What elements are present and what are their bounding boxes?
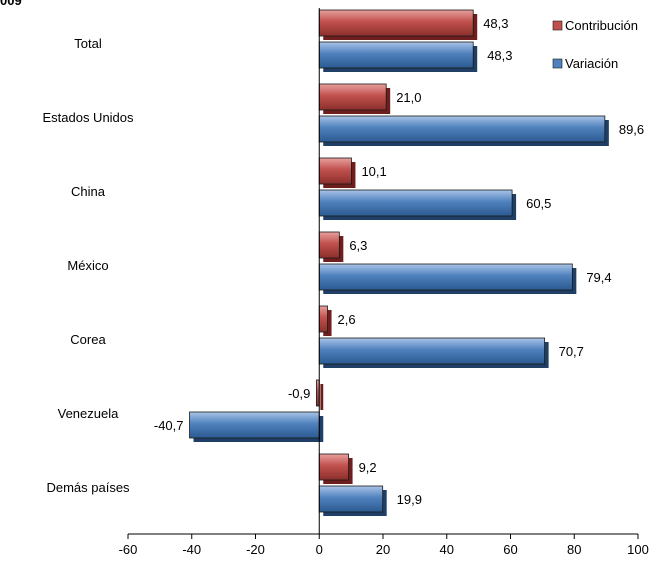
bar-variacion-estados-unidos — [318, 115, 606, 143]
bar-variacion-total — [318, 41, 474, 69]
x-tick-label: 0 — [316, 542, 323, 557]
legend-swatch-variacion — [552, 58, 563, 69]
bar-contribucion-venezuela-depth — [320, 384, 324, 410]
bar-contribucion-estados-unidos — [318, 83, 387, 111]
category-label-venezuela: Venezuela — [58, 406, 119, 421]
data-label-contribucion-corea: 2,6 — [338, 312, 356, 327]
category-label-china: China — [71, 184, 106, 199]
bar-contribucion-china — [318, 157, 352, 185]
bar-contribucion-demas-paises — [318, 453, 349, 481]
x-tick-label: 80 — [567, 542, 581, 557]
legend-label-variacion: Variación — [565, 56, 618, 71]
data-label-contribucion-china: 10,1 — [361, 164, 386, 179]
category-label-mexico: México — [67, 258, 108, 273]
bar-contribucion-total — [318, 9, 474, 37]
x-tick-label: -40 — [182, 542, 201, 557]
legend-label-contribucion: Contribución — [565, 18, 638, 33]
category-labels-layer: Total Estados Unidos China México Corea Venez… — [42, 36, 134, 495]
bar-variacion-china — [318, 189, 513, 217]
data-label-variacion-venezuela: -40,7 — [154, 418, 184, 433]
bars-layer — [189, 9, 609, 516]
data-label-variacion-mexico: 79,4 — [586, 270, 611, 285]
data-label-variacion-china: 60,5 — [526, 196, 551, 211]
title-fragment: 009 — [0, 0, 22, 8]
bar-variacion-mexico — [318, 263, 573, 291]
bar-variacion-demas-paises — [318, 485, 384, 513]
x-tick-label: -20 — [246, 542, 265, 557]
x-tick-label: 60 — [503, 542, 517, 557]
data-labels-layer: 48,3 48,3 21,0 89,6 10,1 60,5 6,3 79,4 2,6 70,7 -0… — [154, 16, 644, 507]
x-tick-label: 40 — [440, 542, 454, 557]
data-label-contribucion-total: 48,3 — [483, 16, 508, 31]
x-tick-label: 100 — [627, 542, 649, 557]
data-label-variacion-corea: 70,7 — [559, 344, 584, 359]
x-tick-label: 20 — [376, 542, 390, 557]
x-tick-label: -60 — [119, 542, 138, 557]
x-axis: -60 -40 -20 0 20 40 60 80 100 — [119, 8, 649, 557]
bar-contribucion-corea — [318, 305, 328, 333]
data-label-contribucion-estados-unidos: 21,0 — [396, 90, 421, 105]
bar-contribucion-mexico — [318, 231, 340, 259]
data-label-variacion-total: 48,3 — [487, 48, 512, 63]
data-label-contribucion-mexico: 6,3 — [349, 238, 367, 253]
category-label-demas-paises: Demás países — [46, 480, 130, 495]
data-label-contribucion-venezuela: -0,9 — [288, 386, 310, 401]
legend-swatch-contribucion — [552, 20, 563, 31]
category-label-total: Total — [74, 36, 102, 51]
bar-variacion-venezuela — [189, 411, 320, 439]
category-label-estados-unidos: Estados Unidos — [42, 110, 134, 125]
data-label-variacion-demas-paises: 19,9 — [397, 492, 422, 507]
data-label-contribucion-demas-paises: 9,2 — [359, 460, 377, 475]
category-label-corea: Corea — [70, 332, 106, 347]
bar-variacion-corea — [318, 337, 546, 365]
legend: Contribución Variación — [552, 18, 638, 71]
data-label-variacion-estados-unidos: 89,6 — [619, 122, 644, 137]
